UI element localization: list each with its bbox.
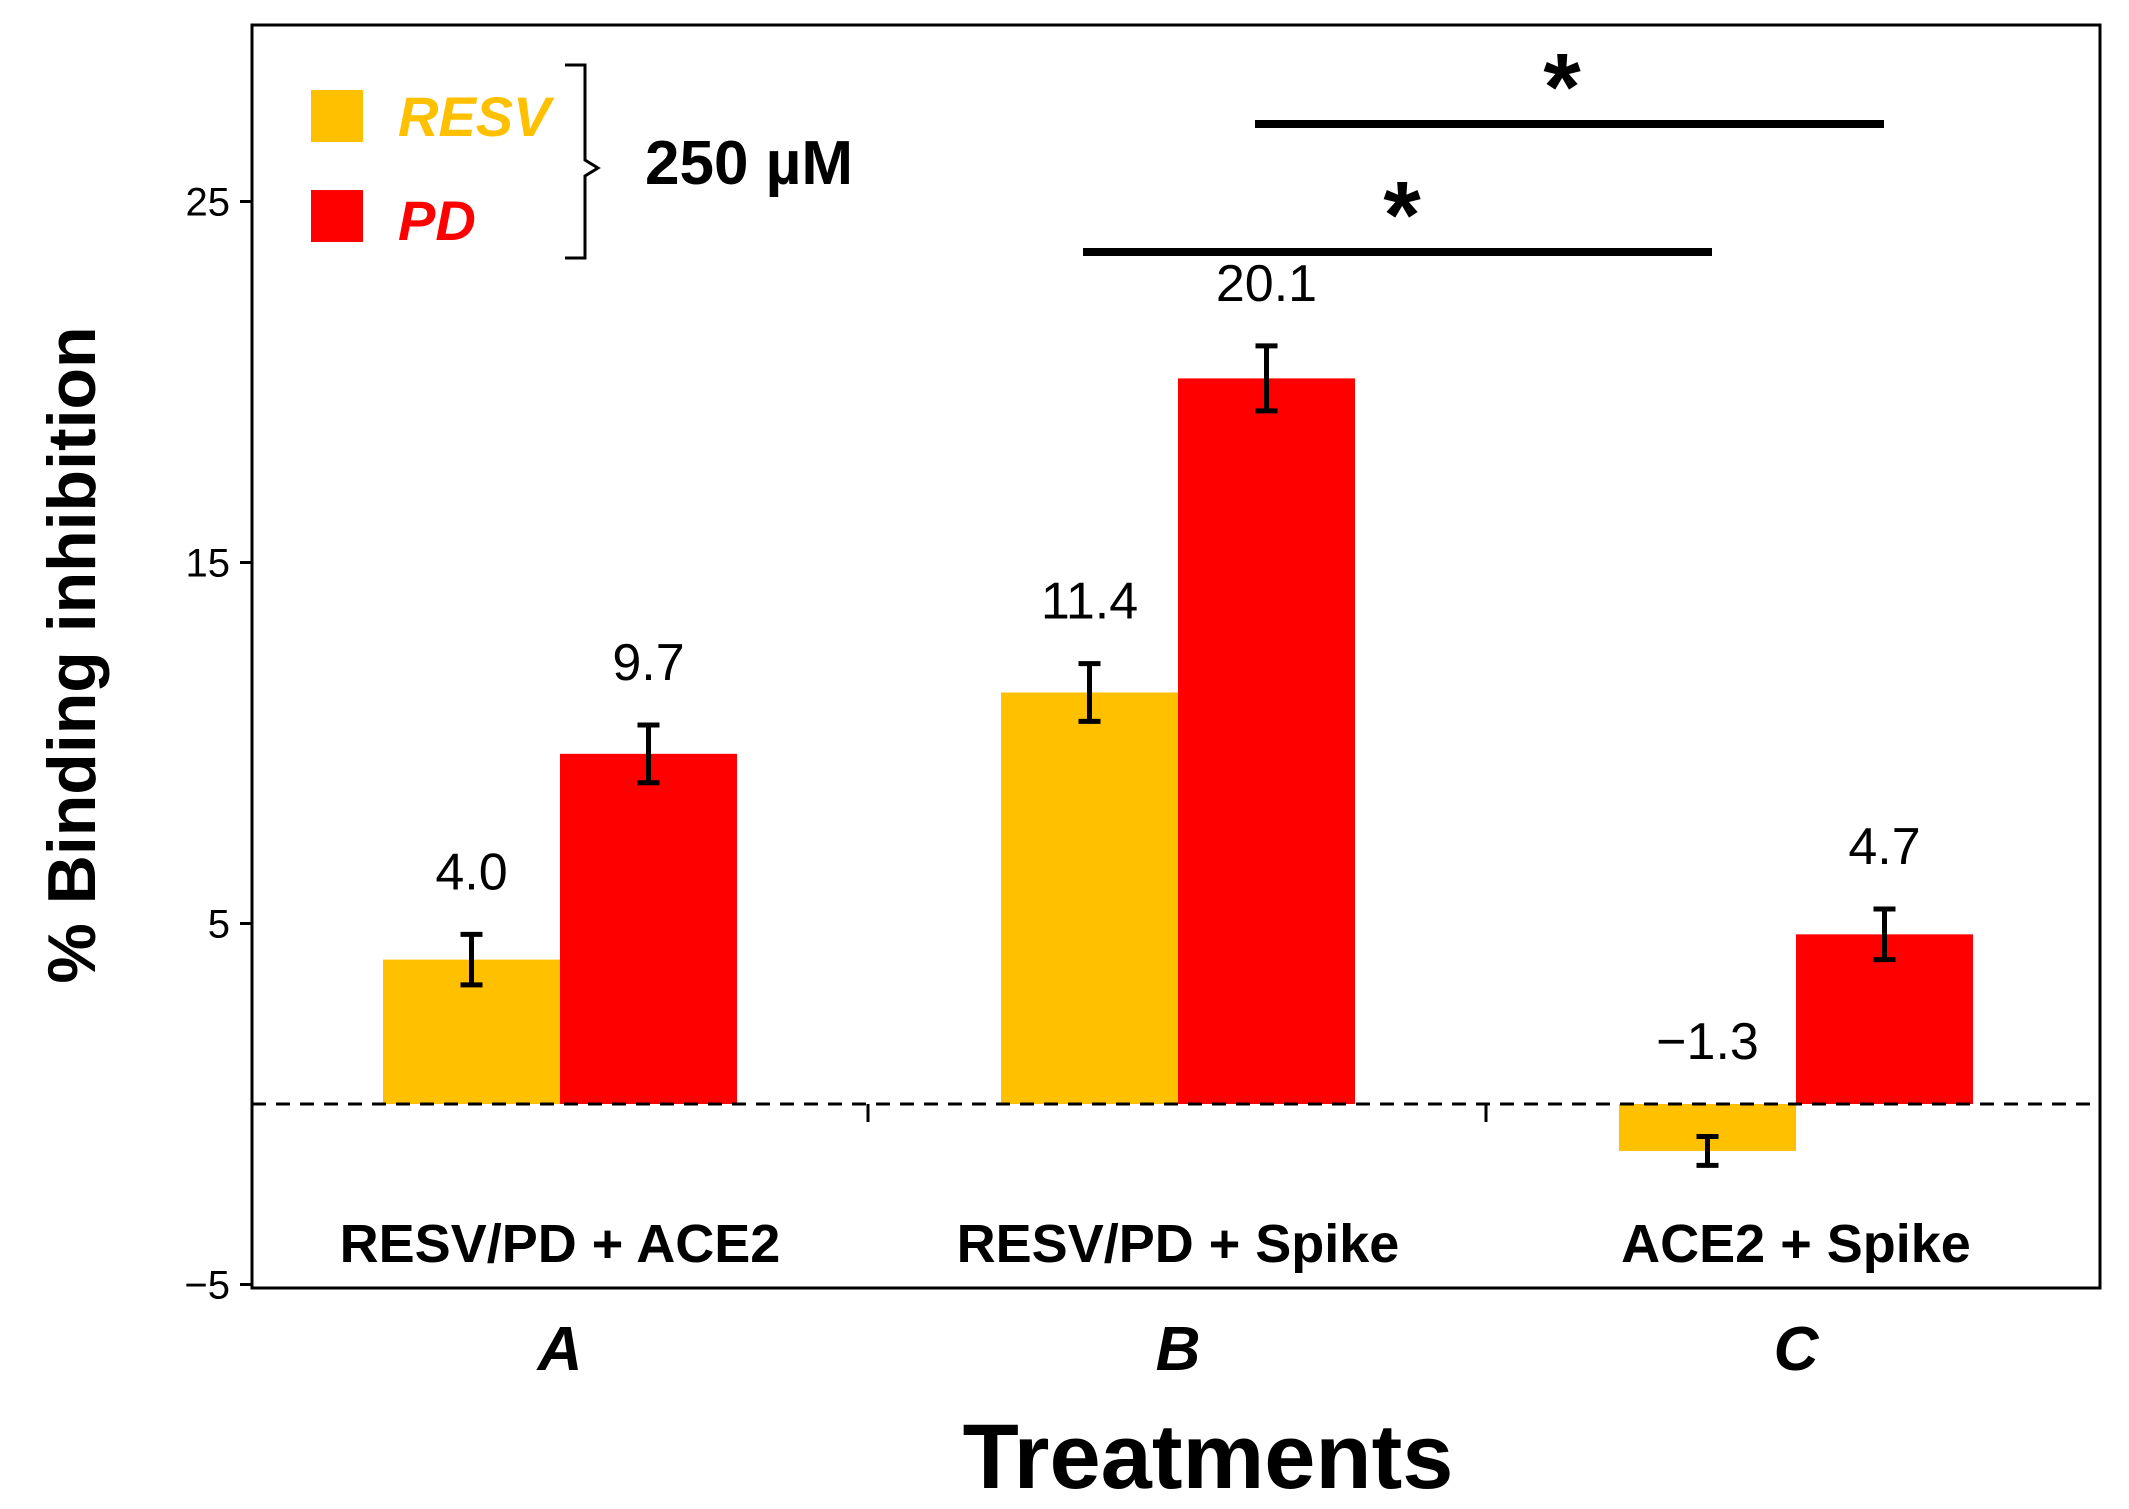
category-label-b: B — [1156, 1315, 1201, 1384]
group-label-a: RESV/PD + ACE2 — [340, 1214, 781, 1274]
significance-star-lower: * — [1383, 162, 1421, 269]
x-axis-title: Treatments — [963, 1406, 1454, 1508]
bar-b-pd — [1178, 378, 1355, 1104]
data-labels: 4.0 9.7 11.4 20.1 −1.3 4.7 — [435, 255, 1920, 1071]
y-axis-ticks: −5 5 15 25 — [184, 181, 252, 1308]
group-label-b: RESV/PD + Spike — [957, 1214, 1400, 1274]
x-axis-ticks — [866, 1104, 1488, 1122]
data-label-c-pd: 4.7 — [1848, 818, 1920, 876]
legend-swatch-pd — [311, 190, 363, 242]
bar-b-resv — [1001, 692, 1178, 1104]
data-label-c-resv: −1.3 — [1656, 1013, 1759, 1071]
plot-frame — [250, 23, 2102, 1290]
error-bars — [460, 343, 1896, 1168]
legend-concentration: 250 µM — [645, 129, 853, 198]
group-label-c: ACE2 + Spike — [1621, 1214, 1971, 1274]
y-tick-label: 5 — [208, 903, 230, 947]
y-tick-label: 25 — [186, 181, 231, 225]
error-bar-b-pd — [1255, 343, 1278, 414]
legend-swatch-resv — [311, 90, 363, 142]
legend: RESV PD 250 µM — [311, 63, 853, 260]
data-label-a-resv: 4.0 — [435, 843, 507, 901]
legend-label-pd: PD — [398, 189, 476, 252]
error-bar-c-pd — [1873, 906, 1896, 963]
significance-markers: * * — [1083, 34, 1884, 269]
data-label-a-pd: 9.7 — [612, 634, 684, 692]
y-axis-title: % Binding inhibition — [34, 326, 110, 983]
error-bar-b-resv — [1078, 661, 1101, 724]
error-bar-a-pd — [637, 722, 660, 786]
error-bar-c-resv — [1696, 1133, 1719, 1168]
bar-a-pd — [560, 753, 737, 1104]
significance-star-upper: * — [1543, 34, 1581, 141]
y-tick-label: 15 — [186, 542, 231, 586]
error-bar-a-resv — [460, 931, 483, 988]
group-labels: RESV/PD + ACE2 RESV/PD + Spike ACE2 + Spik… — [340, 1214, 1971, 1274]
category-label-c: C — [1774, 1315, 1820, 1384]
data-label-b-pd: 20.1 — [1216, 255, 1317, 313]
category-labels: A B C — [536, 1315, 1820, 1384]
y-tick-label: −5 — [184, 1264, 230, 1308]
legend-label-resv: RESV — [398, 85, 555, 148]
legend-brace — [565, 63, 601, 260]
data-label-b-resv: 11.4 — [1041, 573, 1138, 631]
bar-series — [383, 378, 1973, 1151]
bar-c-pd — [1796, 934, 1973, 1104]
category-label-a: A — [536, 1315, 583, 1384]
